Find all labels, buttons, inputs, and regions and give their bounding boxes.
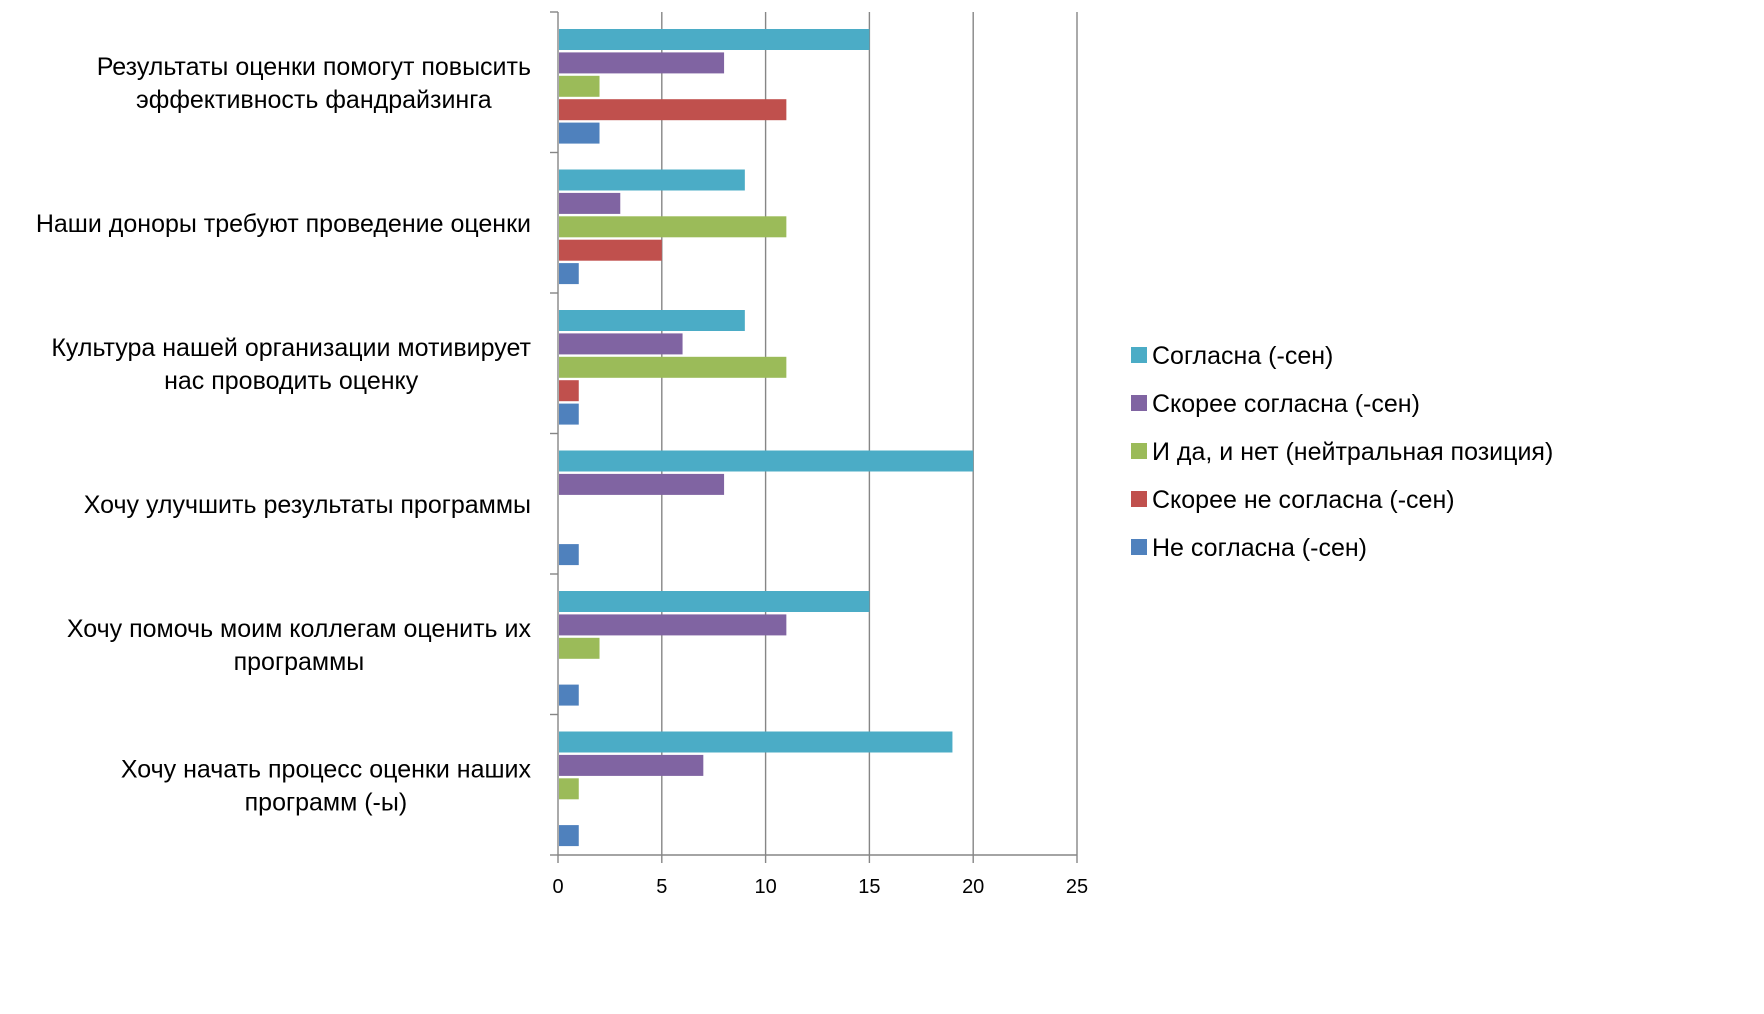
- bar: [559, 544, 579, 566]
- legend-label: Не согласна (-сен): [1152, 534, 1367, 562]
- bar: [559, 239, 662, 261]
- bar: [559, 52, 725, 74]
- x-tick-label: 5: [656, 876, 667, 898]
- legend-label: Скорее согласна (-сен): [1152, 390, 1420, 418]
- legend-swatch: [1131, 395, 1147, 411]
- bar: [559, 380, 579, 402]
- category-label: Хочу улучшить результаты программы: [84, 491, 531, 519]
- x-tick-label: 20: [962, 876, 984, 898]
- bar: [559, 637, 600, 659]
- x-tick-label: 25: [1066, 876, 1088, 898]
- x-tick-label: 10: [754, 876, 776, 898]
- gridlines: [661, 12, 1078, 855]
- bars: [559, 29, 974, 847]
- legend-swatch: [1131, 491, 1147, 507]
- bar: [559, 473, 725, 495]
- bar: [559, 75, 600, 97]
- bar: [559, 731, 953, 753]
- bar: [559, 754, 704, 776]
- legend-label: Согласна (-сен): [1152, 342, 1333, 370]
- bar: [559, 333, 683, 355]
- category-label: Результаты оценки помогут повысить эффект…: [97, 53, 531, 114]
- legend-swatch: [1131, 443, 1147, 459]
- bar: [559, 29, 870, 50]
- bar: [559, 591, 870, 612]
- x-tick-label: 0: [552, 876, 563, 898]
- bar: [559, 263, 579, 285]
- bar: [559, 216, 787, 238]
- legend: Согласна (-сен) Скорее согласна (-сен) И д…: [1131, 342, 1553, 562]
- bar: [559, 122, 600, 144]
- bar: [559, 778, 579, 800]
- category-label: Хочу помочь моим коллегам оценить их прог…: [67, 615, 532, 676]
- category-label: Культура нашей организации мотивирует нас…: [51, 334, 531, 395]
- category-labels: Результаты оценки помогут повысить эффект…: [36, 53, 532, 817]
- bar: [559, 684, 579, 706]
- bar: [559, 403, 579, 425]
- bar: [559, 99, 787, 121]
- bar: [559, 356, 787, 378]
- axes: [550, 11, 1078, 863]
- bar: [559, 614, 787, 636]
- legend-label: Скорее не согласна (-сен): [1152, 486, 1455, 514]
- bar: [559, 169, 745, 191]
- bar: [559, 310, 745, 331]
- x-tick-labels: 0 5 10 15 20 25: [552, 876, 1088, 898]
- legend-swatch: [1131, 539, 1147, 555]
- bar: [559, 192, 621, 214]
- category-label: Наши доноры требуют проведение оценки: [36, 210, 531, 238]
- category-label: Хочу начать процесс оценки наших программ…: [121, 755, 532, 816]
- bar: [559, 825, 579, 847]
- legend-label: И да, и нет (нейтральная позиция): [1152, 438, 1553, 466]
- bar: [559, 450, 974, 472]
- legend-swatch: [1131, 347, 1147, 363]
- x-tick-label: 15: [858, 876, 880, 898]
